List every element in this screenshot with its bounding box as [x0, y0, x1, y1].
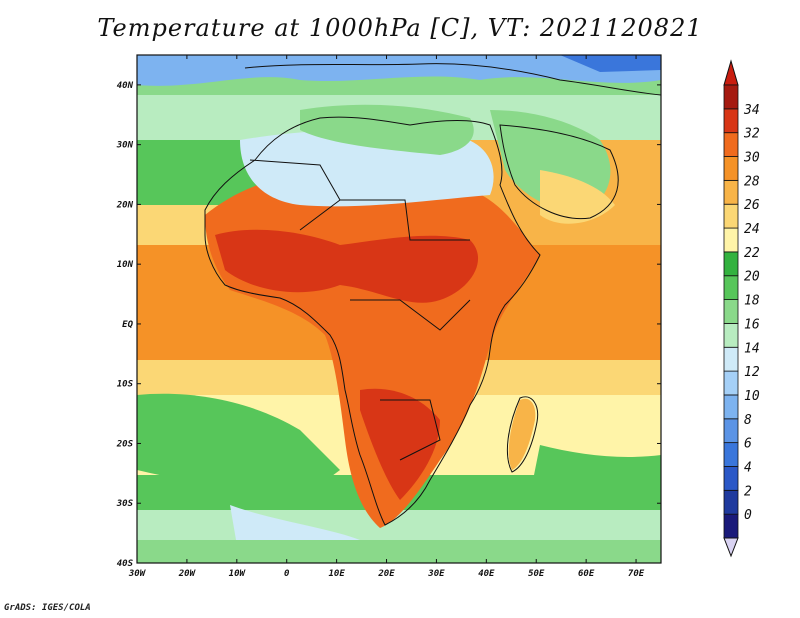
- lon-tick-label: 10W: [229, 569, 247, 579]
- europe-coast: [244, 63, 662, 96]
- lon-tick-label: 0: [284, 569, 290, 579]
- grads-credit: GrADS: IGES/COLA: [4, 603, 91, 613]
- colorbar-label: 34: [743, 103, 760, 118]
- colorbar-segment: [723, 132, 739, 157]
- map-title: Temperature at 1000hPa [C], VT: 20211208…: [97, 14, 703, 42]
- colorbar-label: 0: [744, 508, 752, 523]
- lon-tick-label: 70E: [628, 569, 645, 579]
- lat-tick-label: 30N: [116, 141, 134, 151]
- lon-tick-label: 20W: [178, 569, 197, 579]
- colorbar-segment: [723, 227, 739, 253]
- colorbar-label: 10: [744, 389, 760, 404]
- colorbar-segment: [723, 299, 739, 324]
- mid-lat-light: [137, 510, 661, 540]
- arabia-south: [540, 170, 615, 224]
- border-1: [249, 159, 341, 231]
- lon-tick-label: 60E: [578, 569, 595, 579]
- colorbar-label: 8: [744, 413, 752, 428]
- colorbar-segment: [723, 370, 739, 396]
- colorbar-segment: [723, 84, 739, 110]
- colorbar-label: 16: [744, 317, 760, 332]
- caspian-cold: [560, 55, 661, 72]
- colorbar-segment: [723, 179, 739, 205]
- southern-band: [137, 540, 661, 563]
- lon-tick-label: 10E: [328, 569, 345, 579]
- south-africa-hot: [360, 388, 440, 500]
- lon-tick-label: 30E: [427, 569, 445, 579]
- colorbar-label: 12: [744, 365, 760, 380]
- lat-tick-label: 20N: [116, 200, 134, 210]
- colorbar-label: 30: [743, 151, 760, 166]
- colorbar-segment: [723, 156, 739, 181]
- colorbar-segment: [723, 251, 739, 277]
- colorbar-label: 20: [744, 270, 760, 285]
- colorbar-label: 24: [744, 222, 760, 237]
- colorbar-segment: [723, 108, 739, 134]
- lat-tick-label: 20S: [116, 439, 134, 449]
- lat-tick-label: 40N: [117, 81, 134, 91]
- lat-tick-label: 30S: [116, 499, 134, 509]
- europe-cool: [137, 55, 661, 86]
- colorbar-high-arrow: [723, 59, 739, 86]
- map-frame: [136, 54, 662, 564]
- lat-tick-label: EQ: [122, 320, 133, 330]
- lon-tick-label: 50E: [528, 569, 545, 579]
- colorbar-label: 18: [744, 294, 760, 309]
- colorbar-label: 32: [743, 127, 760, 142]
- colorbar-segment: [723, 203, 739, 229]
- border-2: [340, 199, 470, 241]
- colorbar-segment: [723, 323, 739, 348]
- colorbar-segment: [723, 466, 739, 491]
- colorbar-segment: [723, 346, 739, 372]
- map-axes: 30W 20W 10W 0 10E 20E 30E 40E 50E 60E 70E 40N 30N 20N…: [116, 55, 661, 579]
- temperature-field: [137, 55, 661, 563]
- colorbar-low-arrow: [723, 537, 739, 558]
- colorbar-label: 28: [744, 174, 760, 189]
- border-3: [350, 299, 471, 331]
- atlantic-south-green: [137, 393, 340, 500]
- colorbar-segment: [723, 489, 739, 515]
- colorbar-label: 22: [744, 246, 760, 261]
- colorbar-label: 6: [744, 437, 752, 452]
- colorbar-label: 26: [744, 198, 760, 213]
- colorbar-segment: [723, 513, 739, 539]
- coastlines: [204, 63, 662, 526]
- lat-tick-label: 10S: [117, 380, 134, 390]
- colorbar-label: 14: [744, 341, 760, 356]
- border-4: [380, 399, 441, 461]
- lon-tick-label: 30W: [128, 569, 147, 579]
- lon-tick-label: 20E: [377, 569, 395, 579]
- lon-tick-label: 40E: [478, 569, 495, 579]
- madagascar-coast: [506, 396, 539, 473]
- colorbar-label: 2: [744, 484, 752, 499]
- colorbar-segment: [723, 418, 739, 444]
- arabia-coast: [499, 124, 619, 220]
- colorbar-label: 4: [744, 460, 752, 475]
- colorbar-segment: [723, 275, 739, 300]
- africa-coast: [204, 116, 541, 526]
- sahel-hot: [215, 229, 479, 303]
- lat-tick-label: 10N: [117, 260, 134, 270]
- madagascar: [508, 398, 536, 470]
- colorbar-segment: [723, 442, 739, 467]
- colorbar-segment: [723, 394, 739, 420]
- lat-tick-label: 40S: [117, 559, 134, 569]
